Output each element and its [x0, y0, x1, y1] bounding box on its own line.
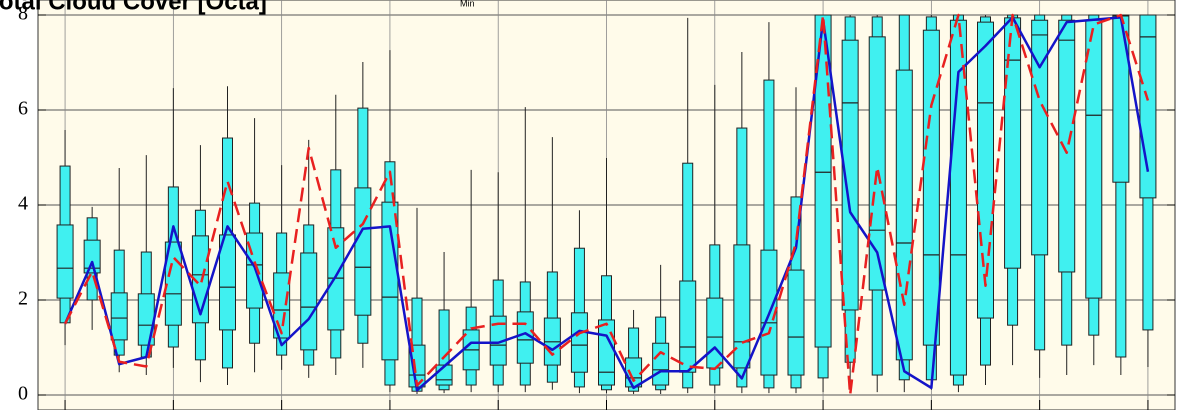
box — [110, 292, 128, 341]
box — [1058, 19, 1076, 273]
line-series — [63, 16, 1150, 392]
box — [679, 280, 697, 373]
box — [1112, 14, 1130, 183]
box — [625, 357, 643, 388]
box — [922, 29, 940, 346]
box — [1031, 19, 1049, 256]
box — [354, 187, 372, 316]
y-tick-label: 8 — [18, 3, 28, 25]
y-tick-label: 4 — [18, 193, 28, 215]
box — [868, 36, 886, 291]
box — [814, 14, 832, 348]
box — [137, 293, 155, 346]
box — [733, 244, 751, 369]
box — [327, 227, 345, 331]
box — [300, 252, 318, 351]
box — [895, 69, 913, 361]
y-tick-label: 6 — [18, 98, 28, 120]
box — [1004, 17, 1022, 269]
box — [787, 269, 805, 376]
box — [706, 297, 724, 369]
box — [598, 319, 615, 386]
y-tick-label: 2 — [18, 288, 28, 310]
box — [219, 234, 236, 331]
box — [570, 312, 588, 373]
y-tick-label: 0 — [18, 383, 28, 405]
box — [1085, 19, 1103, 299]
box-outer — [763, 79, 775, 389]
chart-title: Total Cloud Cover [Octa] — [0, 0, 267, 15]
box-outer — [682, 162, 694, 389]
box — [652, 342, 670, 386]
line-series — [63, 13, 1150, 397]
annotation: Min — [460, 0, 475, 8]
box-outer — [438, 309, 450, 391]
marks — [56, 13, 1157, 397]
box — [841, 39, 859, 311]
box — [56, 224, 74, 299]
box — [83, 239, 101, 274]
